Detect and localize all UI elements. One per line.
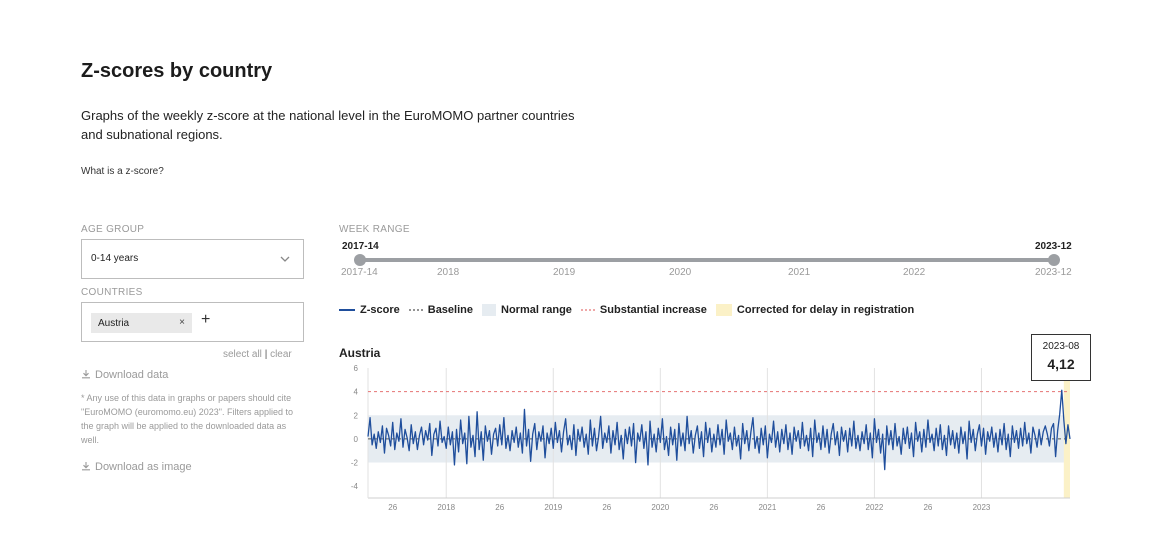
y-tick-label: 0 [354,435,359,444]
week-range-label: WEEK RANGE [339,224,410,235]
zscore-series-line [367,389,1071,471]
x-tick-label: 2019 [544,503,562,512]
legend-substantial-increase[interactable]: Substantial increase [580,304,707,316]
y-tick-label: 4 [354,388,359,397]
y-tick-label: 6 [354,364,359,373]
slider-tick: 2021 [788,267,811,278]
legend-normal-range-label: Normal range [501,304,572,316]
legend-normal-range-swatch [482,304,496,316]
citation-note: * Any use of this data in graphs or pape… [81,393,293,445]
add-country-button[interactable]: + [201,311,211,328]
slider-end-value: 2023-12 [1035,241,1072,252]
download-image-button[interactable]: Download as image [81,461,192,473]
legend-zscore[interactable]: Z-score [339,304,400,316]
chart-tooltip: 2023-08 4,12 [1031,334,1091,381]
x-tick-label: 2020 [651,503,669,512]
age-group-value: 0-14 years [91,253,139,264]
download-image-label: Download as image [95,461,192,473]
countries-label: COUNTRIES [81,287,143,298]
x-tick-label: 26 [709,503,718,512]
legend-substantial-label: Substantial increase [599,304,707,316]
legend-zscore-swatch [339,309,355,311]
remove-country-button[interactable]: × [179,317,185,328]
tooltip-value: 4,12 [1047,356,1075,372]
legend-corrected[interactable]: Corrected for delay in registration [715,304,915,316]
y-tick-label: -2 [351,459,359,468]
page-description: Graphs of the weekly z-score at the nati… [81,108,575,142]
x-tick-label: 2022 [866,503,884,512]
country-chip-label: Austria [98,318,130,329]
legend-corrected-swatch [715,304,732,316]
legend-substantial-swatch [580,309,595,311]
legend-normal-range[interactable]: Normal range [482,304,572,316]
y-tick-label: -4 [351,482,359,491]
x-tick-label: 26 [602,503,611,512]
what-is-zscore-link[interactable]: What is a z-score? [81,166,164,177]
select-all-link[interactable]: select all [223,349,262,360]
week-range-slider-track[interactable] [359,258,1054,262]
age-group-select[interactable]: 0-14 years [81,239,304,279]
chart-legend: Z-score Baseline Normal range Substantia… [339,304,923,316]
countries-select[interactable]: Austria × + [81,302,304,342]
slider-start-value: 2017-14 [342,241,379,252]
slider-tick: 2020 [669,267,692,278]
chevron-down-icon [280,256,290,262]
legend-baseline-label: Baseline [427,304,473,316]
download-data-button[interactable]: Download data [81,369,168,381]
x-tick-label: 2018 [437,503,455,512]
clear-link[interactable]: clear [270,349,292,360]
country-chip-austria: Austria × [91,313,192,333]
download-icon [82,462,90,471]
tooltip-week: 2023-08 [1042,341,1080,352]
legend-baseline[interactable]: Baseline [408,304,473,316]
download-icon [82,370,90,379]
slider-tick: 2018 [437,267,460,278]
slider-tick: 2017-14 [341,267,378,278]
slider-tick: 2023-12 [1035,267,1072,278]
age-group-label: AGE GROUP [81,224,145,235]
x-tick-label: 26 [495,503,504,512]
chart-title: Austria [339,346,381,360]
slider-tick: 2022 [903,267,926,278]
zscore-chart: 26 2018 26 2019 26 2020 26 2021 26 2022 26 2023 6 4 2 0… [351,364,1071,512]
x-tick-label: 2021 [758,503,776,512]
week-range-end-handle[interactable] [1048,254,1060,266]
slider-tick: 2019 [553,267,576,278]
page-title: Z-scores by country [81,60,273,82]
week-range-start-handle[interactable] [354,254,366,266]
legend-corrected-label: Corrected for delay in registration [736,304,915,316]
x-tick-label: 26 [388,503,397,512]
x-tick-label: 26 [816,503,825,512]
select-separator: | [264,349,268,360]
download-data-label: Download data [95,369,169,381]
x-tick-label: 26 [923,503,932,512]
legend-baseline-swatch [408,309,423,311]
legend-zscore-label: Z-score [360,304,400,316]
select-links: select all | clear [223,349,292,360]
y-tick-label: 2 [354,411,359,420]
x-tick-label: 2023 [973,503,991,512]
